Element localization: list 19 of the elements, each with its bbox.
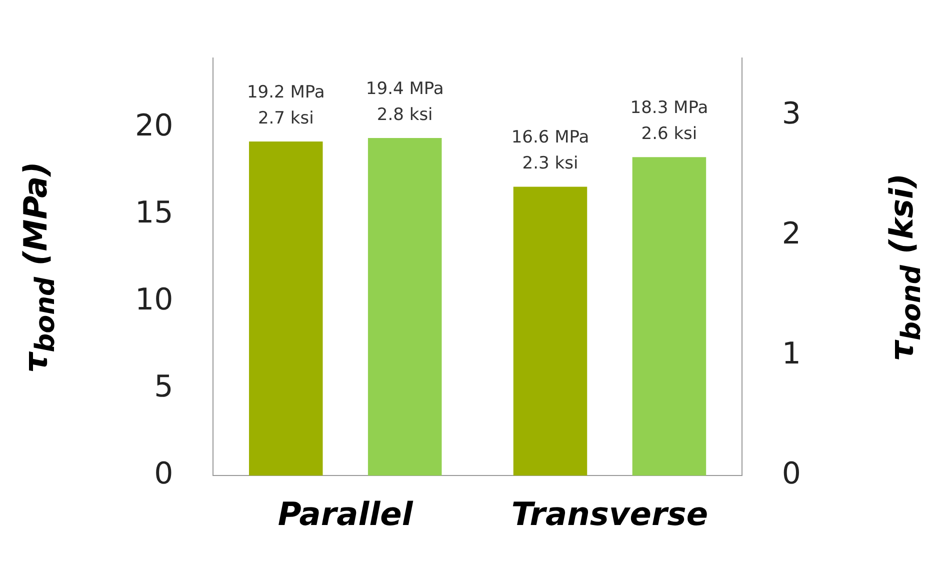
bar <box>632 157 706 476</box>
y2-tick-label: 1 <box>782 336 802 372</box>
bar <box>368 138 442 476</box>
data-label: 16.6 MPa 2.3 ksi <box>511 128 590 174</box>
x-tick-label: Parallel <box>278 495 414 534</box>
y-tick-label: 5 <box>154 369 174 404</box>
bar <box>248 142 323 476</box>
y-tick-label: 15 <box>134 195 174 230</box>
y-tick-label: 0 <box>154 456 174 492</box>
x-tick-label: Transverse <box>511 495 708 534</box>
y-tick-label: 20 <box>134 108 174 144</box>
y2-tick-label: 3 <box>782 96 802 132</box>
y2-tick-label: 0 <box>782 456 802 492</box>
y2-tick-label: 2 <box>782 216 802 252</box>
bar <box>513 186 588 476</box>
y-tick-label: 10 <box>134 282 174 318</box>
data-label: 19.4 MPa 2.8 ksi <box>366 78 444 125</box>
data-label: 18.3 MPa 2.6 ksi <box>630 98 708 144</box>
data-label: 19.2 MPa 2.7 ksi <box>246 82 325 128</box>
